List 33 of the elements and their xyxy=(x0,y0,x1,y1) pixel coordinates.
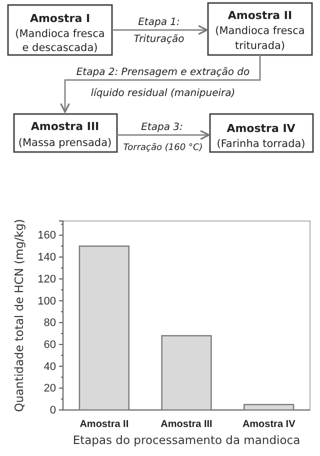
x-axis-title: Etapas do processamento da mandioca xyxy=(72,433,300,447)
x-tick-label: Amostra III xyxy=(160,419,213,430)
text: Amostra II xyxy=(228,9,292,22)
y-axis-title: Quantidade total de HCN (mg/kg) xyxy=(12,219,26,412)
x-tick-label: Amostra II xyxy=(80,419,129,430)
y-tick-label: 60 xyxy=(44,338,56,351)
text: (Farinha torrada) xyxy=(216,138,306,150)
text: e descascada) xyxy=(22,42,98,54)
text: Trituração xyxy=(134,34,184,45)
y-tick-label: 120 xyxy=(38,273,56,286)
text: Etapa 2: Prensagem e extração do xyxy=(76,67,250,78)
y-tick-label: 80 xyxy=(44,317,56,330)
text: Torração (160 °C) xyxy=(123,143,203,153)
bar xyxy=(244,404,294,411)
y-tick-label: 160 xyxy=(38,230,56,242)
text: Amostra I xyxy=(30,12,90,25)
text: Etapa 1: xyxy=(138,17,180,28)
text: (Mandioca fresca xyxy=(15,28,105,40)
text: líquido residual (manipueira) xyxy=(90,88,236,99)
y-tick-label: 40 xyxy=(44,360,56,373)
text: Amostra IV xyxy=(226,122,296,135)
y-tick-label: 20 xyxy=(44,382,56,395)
bar xyxy=(78,246,130,411)
y-tick-label: 140 xyxy=(38,252,56,264)
text: triturada) xyxy=(234,40,286,52)
text: Amostra III xyxy=(30,120,100,133)
x-tick-label: Amostra IV xyxy=(242,419,296,430)
text: Etapa 3: xyxy=(141,122,183,133)
bar xyxy=(161,335,212,411)
y-tick-label: 100 xyxy=(38,295,56,308)
text: (Massa prensada) xyxy=(18,137,112,149)
y-tick-label: 0 xyxy=(50,404,56,417)
text: (Mandioca fresca xyxy=(215,25,305,37)
